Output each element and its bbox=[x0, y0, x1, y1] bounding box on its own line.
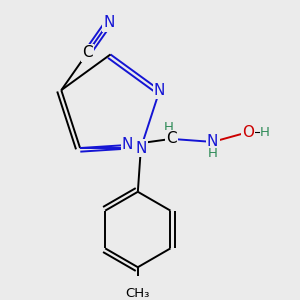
Text: C: C bbox=[82, 45, 93, 60]
Text: H: H bbox=[260, 126, 270, 139]
Text: N: N bbox=[122, 137, 133, 152]
Text: N: N bbox=[103, 16, 115, 31]
Text: C: C bbox=[166, 131, 177, 146]
Text: O: O bbox=[242, 125, 254, 140]
Text: N: N bbox=[154, 83, 165, 98]
Text: N: N bbox=[135, 140, 147, 155]
Text: CH₃: CH₃ bbox=[126, 287, 150, 300]
Text: H: H bbox=[208, 147, 218, 160]
Text: N: N bbox=[207, 134, 218, 149]
Text: H: H bbox=[163, 121, 173, 134]
